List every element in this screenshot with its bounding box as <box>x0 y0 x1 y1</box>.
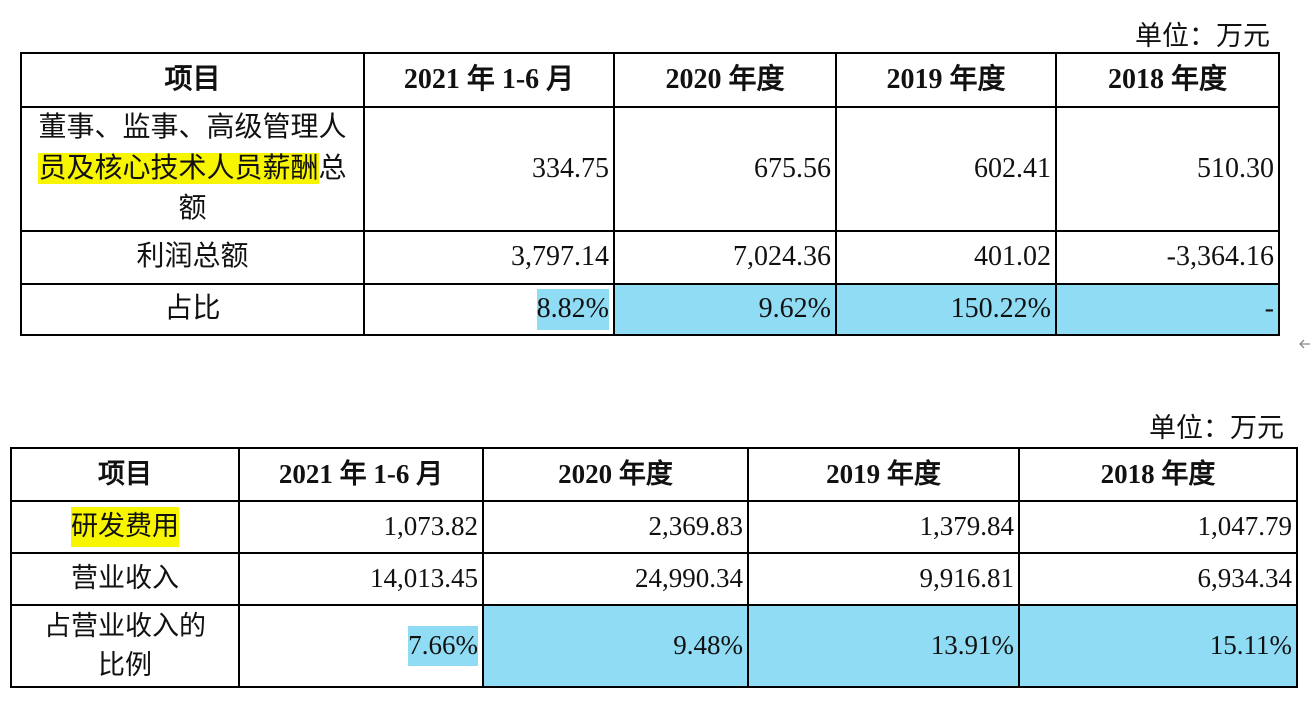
cell-text: 2019 年度 <box>826 458 941 489</box>
cell-text: 利润总额 <box>136 241 249 273</box>
table-cell: 14,013.45 <box>240 554 484 606</box>
text-run: 员及核心技术人员薪酬 <box>38 152 319 184</box>
cell-text: 15.11% <box>1209 630 1292 661</box>
table-cell: 利润总额 <box>22 232 365 285</box>
table-cell: 510.30 <box>1057 108 1280 232</box>
cell-text: 7.66% <box>408 626 478 666</box>
cell-text: 150.22% <box>950 293 1051 325</box>
table-cell: 7,024.36 <box>615 232 837 285</box>
cell-text: 9,916.81 <box>919 563 1015 594</box>
header-cell: 2018 年度 <box>1057 54 1280 108</box>
cell-text: 401.02 <box>974 241 1051 273</box>
table-cell: 7.66% <box>240 606 484 688</box>
cell-text: 334.75 <box>532 152 609 184</box>
cell-text: 1,379.84 <box>919 511 1015 542</box>
table-cell: - <box>1057 285 1280 336</box>
cell-text: 2020 年度 <box>558 458 673 489</box>
table-cell: 334.75 <box>365 108 615 232</box>
cell-text: 9.62% <box>758 293 831 325</box>
cell-text: 项目 <box>98 458 152 489</box>
cell-text: 2,369.83 <box>648 511 744 542</box>
header-cell: 2019 年度 <box>749 449 1020 502</box>
cell-text: 项目 <box>164 63 221 95</box>
table-cell: 占营业收入的比例 <box>12 606 240 688</box>
table-cell: 150.22% <box>837 285 1057 336</box>
text-run: 董事、监事、高级管理人 <box>38 112 347 144</box>
cell-text: 2021 年 1-6 月 <box>403 63 575 95</box>
table-cell: -3,364.16 <box>1057 232 1280 285</box>
cell-text: 2018 年度 <box>1107 63 1227 95</box>
table-cell: 675.56 <box>615 108 837 232</box>
header-cell: 2021 年 1-6 月 <box>240 449 484 502</box>
table: 项目 2021 年 1-6 月 2020 年度 2019 年度 2018 年度董事、监事… <box>20 52 1280 336</box>
cell-text: 24,990.34 <box>635 563 743 594</box>
cell-text: 2021 年 1-6 月 <box>278 458 444 489</box>
cell-text: 13.91% <box>930 630 1014 661</box>
cell-text: 2020 年度 <box>665 63 785 95</box>
table-cell: 1,047.79 <box>1020 502 1298 554</box>
table-cell: 研发费用 <box>12 502 240 554</box>
table-cell: 13.91% <box>749 606 1020 688</box>
table-cell: 9,916.81 <box>749 554 1020 606</box>
table-cell: 1,073.82 <box>240 502 484 554</box>
header-cell: 2020 年度 <box>484 449 749 502</box>
header-cell: 项目 <box>12 449 240 502</box>
table-cell: 15.11% <box>1020 606 1298 688</box>
cell-text: 1,073.82 <box>383 511 479 542</box>
table-cell: 2,369.83 <box>484 502 749 554</box>
table: 项目 2021 年 1-6 月 2020 年度 2019 年度 2018 年度研发费用 1… <box>10 447 1298 688</box>
table-cell: 3,797.14 <box>365 232 615 285</box>
cell-text: 510.30 <box>1197 152 1274 184</box>
cell-text: 营业收入 <box>71 563 179 594</box>
unit-label: 单位：万元 <box>1135 21 1270 51</box>
header-cell: 项目 <box>22 54 365 108</box>
table-cell: 营业收入 <box>12 554 240 606</box>
cell-text: 14,013.45 <box>370 563 478 594</box>
cell-text: 2018 年度 <box>1100 458 1216 489</box>
cell-text: 1,047.79 <box>1197 511 1293 542</box>
cell-text: 7,024.36 <box>733 241 831 273</box>
table-cell: 8.82% <box>365 285 615 336</box>
table-cell: 占比 <box>22 285 365 336</box>
cell-text: 占营业收入的比例 <box>44 610 206 680</box>
table-cell: 24,990.34 <box>484 554 749 606</box>
cell-text: 董事、监事、高级管理人员及核心技术人员薪酬总额 <box>30 108 355 230</box>
table-cell: 6,934.34 <box>1020 554 1298 606</box>
cell-text: 8.82% <box>536 289 609 330</box>
cell-text: 602.41 <box>974 152 1051 184</box>
header-cell: 2019 年度 <box>837 54 1057 108</box>
cell-text: 2019 年度 <box>886 63 1006 95</box>
text-run: 总额 <box>178 152 347 225</box>
cell-text: 占比 <box>164 293 221 325</box>
cell-text: -3,364.16 <box>1166 241 1274 273</box>
cell-text: 研发费用 <box>71 507 179 547</box>
header-cell: 2021 年 1-6 月 <box>365 54 615 108</box>
header-cell: 2018 年度 <box>1020 449 1298 502</box>
table-cell: 602.41 <box>837 108 1057 232</box>
table-cell: 9.48% <box>484 606 749 688</box>
cell-text: 6,934.34 <box>1197 563 1293 594</box>
table-cell: 9.62% <box>615 285 837 336</box>
cell-text: - <box>1264 293 1274 325</box>
cell-text: 9.48% <box>673 630 743 661</box>
cell-text: 675.56 <box>754 152 831 184</box>
table-cell: 1,379.84 <box>749 502 1020 554</box>
table-cell: 董事、监事、高级管理人员及核心技术人员薪酬总额 <box>22 108 365 232</box>
header-cell: 2020 年度 <box>615 54 837 108</box>
arrow-icon <box>1299 339 1310 349</box>
unit-label: 单位：万元 <box>1149 413 1284 443</box>
table-cell: 401.02 <box>837 232 1057 285</box>
cell-text: 3,797.14 <box>511 241 609 273</box>
